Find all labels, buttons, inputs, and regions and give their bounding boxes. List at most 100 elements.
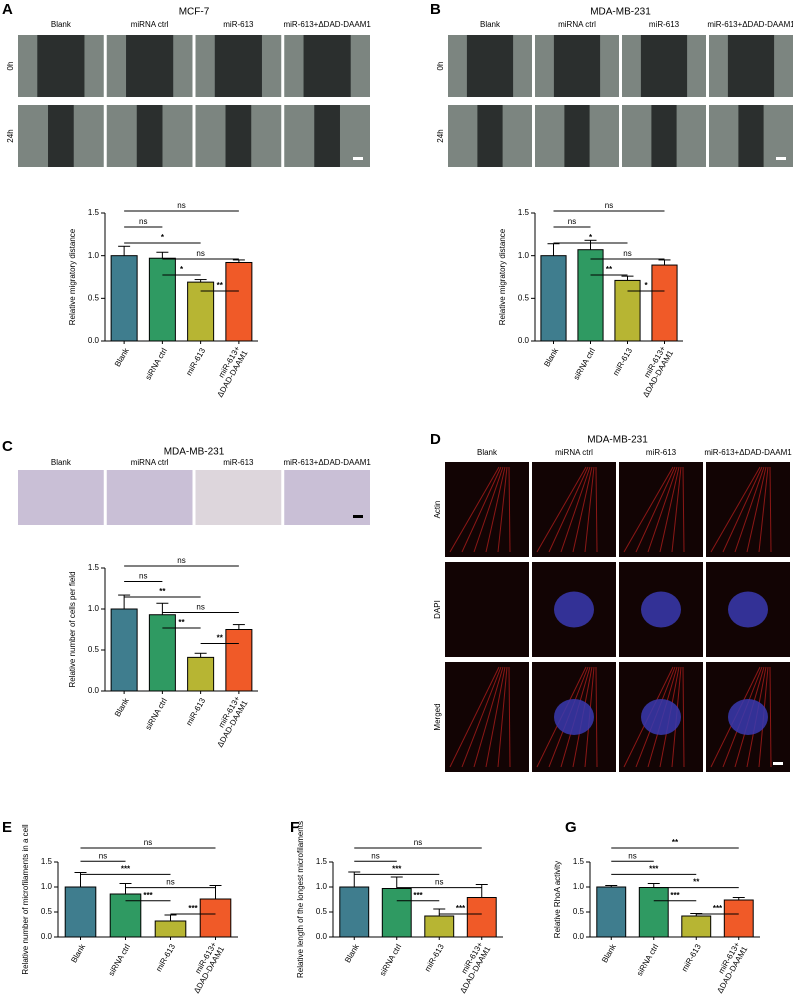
filament [497,666,508,768]
y-tick-label: 0.5 [88,293,100,302]
x-tick-label: miR-613 [154,942,177,973]
x-tick-label: miR-613+ΔDAD-DAAM1 [634,344,676,399]
wound-gap [651,105,677,167]
bar [381,888,412,938]
column-label: miRNA ctrl [131,458,169,467]
filament [635,466,676,553]
x-tick-label: siRNA ctrl [144,696,169,731]
significance-label: * [161,233,165,242]
filament [647,466,678,553]
micrograph [445,462,529,557]
bar [638,887,669,938]
significance-label: ns [628,851,636,860]
significance-label: * [180,265,184,274]
bar [596,886,627,938]
significance-label: ns [177,201,185,210]
bar [681,915,712,938]
y-axis-label: Relative migratory distance [68,228,77,325]
micrograph [619,462,703,557]
x-tick-label: siRNA ctrl [107,942,132,977]
filament [572,466,593,553]
significance-label: ** [217,634,224,643]
significance-label: ns [99,851,107,860]
significance-label: ** [693,878,700,887]
significance-label: *** [649,865,659,874]
filament [485,466,506,553]
wound-gap [214,35,262,97]
row-label: Actin [433,501,442,519]
filament [769,466,772,553]
y-tick-label: 1.0 [88,604,100,613]
y-tick-label: 1.0 [41,882,53,891]
significance-label: ** [606,265,613,274]
significance-label: *** [456,904,466,913]
significance-label: ns [568,217,576,226]
y-tick-label: 1.5 [88,563,100,572]
wound-gap [37,35,85,97]
x-tick-label: miR-613+ΔDAD-DAAM1 [185,940,227,994]
y-tick-label: 0.0 [88,336,100,345]
wound-gap [136,105,163,167]
nucleus [554,591,594,628]
bar [577,249,604,342]
x-tick-label: miR-613+ΔDAD-DAAM1 [208,344,250,399]
x-tick-label: Blank [113,696,131,719]
filament [508,466,511,553]
y-axis-label: Relative RhoA activity [553,861,562,938]
column-label: miR-613+ΔDAD-DAAM1 [704,448,792,457]
micrograph [445,562,529,657]
nucleus [554,699,594,735]
y-tick-label: 0.0 [518,336,530,345]
nucleus [641,699,681,735]
y-tick-label: 1.5 [41,857,53,866]
significance-label: ns [414,838,422,847]
row-label: 24h [436,129,445,142]
column-label: miRNA ctrl [555,448,593,457]
micrograph [532,462,616,557]
scale-bar [773,762,783,765]
column-label: miR-613 [223,458,254,467]
nucleus [728,591,768,628]
filament [595,466,598,553]
micrograph [106,470,193,525]
bar [339,886,370,938]
column-label: miR-613+ΔDAD-DAAM1 [283,458,371,467]
wound-gap [48,105,74,167]
filament [508,666,511,768]
y-tick-label: 1.5 [316,857,328,866]
y-axis-label: Relative number of microfilaments in a c… [21,824,30,975]
bar [540,255,567,342]
y-axis-label: Relative length of the longest microfila… [296,821,305,978]
filament [497,466,508,553]
bar [424,915,455,938]
bar [64,886,97,938]
bar [225,261,253,342]
x-tick-label: siRNA ctrl [378,942,403,977]
significance-label: ns [166,878,174,887]
filament [682,666,685,768]
column-label: miR-613 [649,20,680,29]
bar [723,899,754,938]
micrograph [195,470,282,525]
significance-label: *** [713,904,723,913]
scale-bar [353,515,363,518]
wound-gap [564,105,590,167]
y-tick-label: 1.5 [88,208,100,217]
filament [659,466,680,553]
column-label: Blank [480,20,501,29]
wound-gap [477,105,503,167]
filament [473,466,504,553]
y-tick-label: 1.0 [518,251,530,260]
y-tick-label: 0.5 [88,645,100,654]
scale-bar [776,157,786,160]
panel-letter: F [290,819,299,836]
y-axis-label: Relative number of cells per field [68,571,77,687]
filament [623,466,674,553]
x-tick-label: siRNA ctrl [635,942,660,977]
filament [758,466,769,553]
wound-gap [466,35,514,97]
filament [584,466,595,553]
row-label: 0h [436,62,445,71]
column-label: Blank [51,20,72,29]
row-label: DAPI [433,600,442,619]
